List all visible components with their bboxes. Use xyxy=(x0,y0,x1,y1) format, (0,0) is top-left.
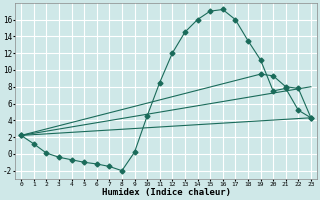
X-axis label: Humidex (Indice chaleur): Humidex (Indice chaleur) xyxy=(101,188,230,197)
